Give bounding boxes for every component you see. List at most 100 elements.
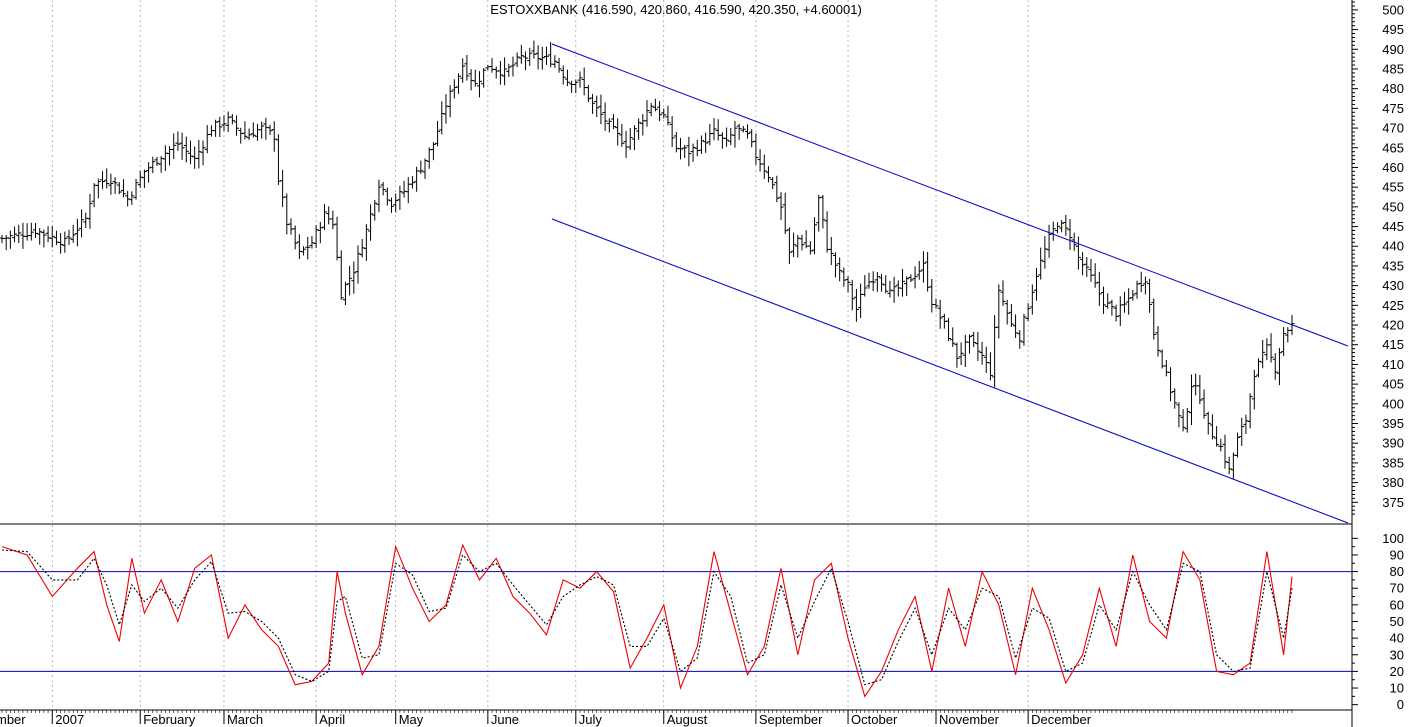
x-tick-label: November (939, 712, 1000, 727)
price-bar (1138, 271, 1144, 293)
upper-trendline (551, 43, 1349, 347)
price-bar (217, 116, 223, 137)
y-tick-label: 455 (1382, 180, 1404, 195)
price-bar (824, 211, 830, 253)
price-bar (468, 69, 474, 91)
price-bar (430, 142, 436, 161)
price-bar (196, 139, 202, 169)
price-bar (393, 193, 399, 213)
price-bar (1017, 330, 1023, 349)
price-bar (70, 224, 76, 243)
price-bar (946, 317, 952, 342)
price-bar (171, 133, 177, 159)
price-bar (1101, 286, 1107, 314)
price-bar (1054, 222, 1060, 234)
price-bar (368, 204, 374, 241)
price-bar (1013, 314, 1019, 338)
x-tick-label: 2007 (55, 712, 84, 727)
price-bar (83, 212, 89, 228)
price-bar (409, 176, 415, 189)
price-bar (238, 127, 244, 144)
price-bar (828, 236, 834, 266)
price-bar (652, 98, 658, 112)
price-bar (543, 46, 549, 65)
price-bar (146, 162, 152, 183)
price-bar (376, 179, 382, 213)
chart-title: ESTOXXBANK (416.590, 420.860, 416.590, 4… (490, 2, 862, 17)
price-bar (1075, 236, 1081, 270)
price-bar (962, 334, 968, 367)
x-tick-label: December (1031, 712, 1092, 727)
price-bar (979, 341, 985, 365)
signal-line (1, 549, 1293, 686)
trend-channel-lines (551, 43, 1349, 524)
price-bar (439, 101, 445, 135)
price-bar (200, 140, 206, 166)
price-bar (740, 125, 746, 133)
price-bar (506, 63, 512, 77)
y-tick-label: 405 (1382, 377, 1404, 392)
price-bar (472, 69, 478, 87)
price-bar (837, 257, 843, 282)
price-bar (20, 222, 26, 249)
price-bar (619, 124, 625, 147)
price-bar (37, 228, 43, 245)
price-bar (1117, 296, 1123, 327)
x-tick-label: September (759, 712, 823, 727)
price-bar (548, 41, 554, 68)
price-bar (640, 114, 646, 136)
month-gridlines (51, 0, 1029, 710)
x-tick-label: June (491, 712, 519, 727)
price-bar (1063, 214, 1069, 236)
price-bar (933, 298, 939, 309)
price-bar (1113, 304, 1119, 322)
price-bar (1188, 374, 1194, 426)
price-bar (1034, 267, 1040, 301)
price-bar (1130, 290, 1136, 301)
price-bar (229, 114, 235, 125)
price-bar (426, 147, 432, 169)
price-bar (1264, 338, 1270, 361)
y-tick-label: 80 (1390, 564, 1404, 579)
price-bar (1004, 299, 1010, 325)
price-bar (28, 222, 34, 241)
price-bar (1151, 298, 1157, 340)
price-bar (636, 118, 642, 140)
price-bar (342, 281, 348, 306)
price-bar (703, 132, 709, 153)
price-bar (514, 52, 520, 68)
price-bar (573, 79, 579, 94)
price-bar (552, 55, 558, 68)
price-bar (929, 278, 935, 313)
price-bar (1272, 353, 1278, 380)
price-bar (250, 122, 256, 138)
y-tick-label: 395 (1382, 416, 1404, 431)
price-bar (606, 118, 612, 133)
price-bar (104, 168, 110, 189)
oscillator-line (1, 543, 1293, 698)
price-bar (1285, 327, 1291, 343)
price-bar (456, 73, 462, 94)
y-tick-label: 420 (1382, 318, 1404, 333)
price-bar (1042, 236, 1048, 269)
price-bar (556, 57, 562, 73)
price-bar (1268, 333, 1274, 363)
panel-separators (0, 0, 1353, 727)
price-bar (158, 156, 164, 173)
price-bar (673, 132, 679, 153)
price-bar (719, 132, 725, 149)
price-bar (967, 334, 972, 354)
price-bar (1205, 411, 1211, 435)
price-bar (1251, 369, 1257, 410)
price-bar (45, 226, 51, 243)
price-bar (539, 46, 545, 70)
price-bar (916, 260, 922, 280)
price-bar (292, 225, 298, 250)
price-bar (791, 232, 797, 258)
price-bar (585, 84, 591, 103)
price-bar (686, 136, 692, 167)
price-bar (749, 129, 755, 148)
price-bar (280, 169, 286, 208)
